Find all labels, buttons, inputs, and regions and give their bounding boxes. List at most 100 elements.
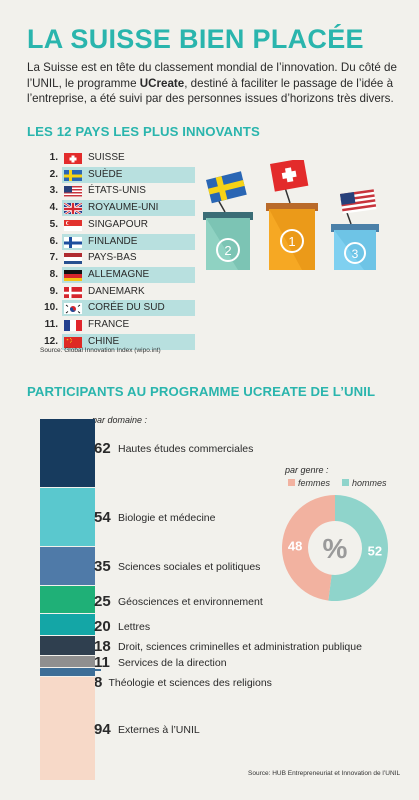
participants-heading: PARTICIPANTS AU PROGRAMME UCREATE DE L’U… [27,384,376,399]
gender-value-femmes: 48 [288,538,302,553]
legend-label-hommes: hommes [352,478,387,488]
ranking-number: 7. [49,252,58,264]
ranking-row: 8. ALLEMAGNE [40,267,195,283]
kr-flag-icon [64,302,82,315]
domain-label-text: Externes à l’UNIL [118,724,200,736]
se-flag-icon [64,169,82,181]
ranking-row-shade [62,266,195,283]
podium-illustration: 2 1 3 [203,160,379,270]
participants-source: Source: HUB Entrepreneuriat et Innovatio… [248,770,401,777]
podium-3-top [331,224,379,232]
ranking-row: 3. ÉTATS-UNIS [40,183,195,199]
ranking-country: DANEMARK [88,285,145,297]
ranking-country: SINGAPOUR [88,218,149,230]
podium-2-side [206,218,250,270]
intro-after: , destiné à faciliter le passage de l’id… [27,76,394,106]
ranking-row: 9. DANEMARK [40,284,195,300]
ranking-country: ÉTATS-UNIS [88,185,146,197]
domain-value: 25 [94,593,111,610]
podium-1-top [266,203,318,211]
ranking-heading: LES 12 PAYS LES PLUS INNOVANTS [27,124,260,139]
domain-value: 35 [94,558,111,575]
domain-value: 11 [94,654,110,671]
domain-label-text: Théologie et sciences des religions [108,677,272,689]
domain-label-text: Hautes études commerciales [118,443,254,455]
ranking-row-shade [62,333,195,350]
domain-label-text: Services de la direction [118,657,227,669]
domain-bar-segment [40,586,95,613]
legend-swatch-femmes [288,479,295,486]
ranking-row: 2. SUÈDE [40,167,195,183]
ranking-number: 9. [49,285,58,297]
legend-swatch-hommes [342,479,349,486]
ranking-number: 10. [44,302,58,314]
donut-hole [309,522,361,574]
podium-1-side [269,209,315,270]
gender-value-hommes: 52 [368,544,382,559]
ranking-row-shade [62,233,195,250]
gender-slice-femmes [281,495,335,601]
ranking-country: ALLEMAGNE [88,268,150,280]
podium-2-top [203,212,253,220]
domain-label-text: Biologie et médecine [118,512,216,524]
ranking-row: 6. FINLANDE [40,234,195,250]
ranking-number: 1. [49,152,58,163]
gender-slice-hommes [328,495,388,601]
domain-bar-segment [40,676,95,780]
ranking-row-shade [62,300,195,317]
ranking-country: CHINE [88,335,120,347]
fi-flag-icon [64,236,82,248]
podium-2-label: 2 [224,243,231,258]
ranking-country: SUISSE [88,152,125,163]
de-flag-icon [64,269,82,281]
podium-1-label: 1 [288,234,295,249]
domain-value: 18 [94,638,111,655]
ranking-row: 10. CORÉE DU SUD [40,300,195,316]
gender-label: par genre : [285,465,329,475]
ranking-row: 1. SUISSE [40,150,195,166]
dk-flag-icon [64,286,82,298]
podium-1-circle [280,229,304,253]
podium-3-side [334,230,376,270]
ranking-number: 11. [44,319,58,330]
ch-flag-icon [64,152,82,164]
gender-chart: femmes hommes 52 48% [281,478,388,601]
ranking-row-shade [62,200,195,217]
ranking-row: 11. FRANCE [40,317,195,333]
nl-flag-icon [64,252,82,265]
ranking-number: 4. [49,202,58,214]
podium-ch-flag-icon [270,160,309,192]
ranking-country: CORÉE DU SUD [88,302,165,314]
domain-connector [95,669,101,672]
ranking-country: PAYS-BAS [88,252,137,264]
ranking-number: 3. [49,185,58,197]
ranking-number: 2. [49,168,58,180]
domain-bar-segment [40,668,95,676]
ranking-country: SUÈDE [88,168,123,180]
domain-label-text: Géosciences et environnement [118,596,263,608]
podium-us-flag-icon [340,189,377,214]
domain-bar-segment [40,655,95,668]
domain-label: par domaine : [92,415,148,425]
ranking-row: 7. PAYS-BAS [40,250,195,266]
intro-text: La Suisse est en tête du classement mond… [27,60,397,107]
podium-se-flag-icon [206,171,247,204]
domain-value: 20 [94,618,111,635]
podium-3-circle [344,242,366,264]
ranking-row-shade [62,166,195,183]
ranking-number: 6. [49,235,58,247]
podium-3-label: 3 [352,247,359,261]
domain-value: 62 [94,440,111,457]
ranking-row: 4. ROYAUME-UNI [40,200,195,216]
domain-bar-segment [40,613,95,635]
ranking-row: 5. SINGAPOUR [40,217,195,233]
ranking-country: ROYAUME-UNI [88,202,159,214]
page-title: LA SUISSE BIEN PLACÉE [27,24,364,54]
domain-label-text: Lettres [118,621,151,633]
sg-flag-icon [64,219,82,231]
ranking-country: FRANCE [88,319,130,330]
intro-bold: UCreate [139,76,185,90]
intro-before: La Suisse est en tête du classement mond… [27,61,397,90]
domain-value: 54 [94,509,111,526]
domain-value: 8 [94,674,103,691]
